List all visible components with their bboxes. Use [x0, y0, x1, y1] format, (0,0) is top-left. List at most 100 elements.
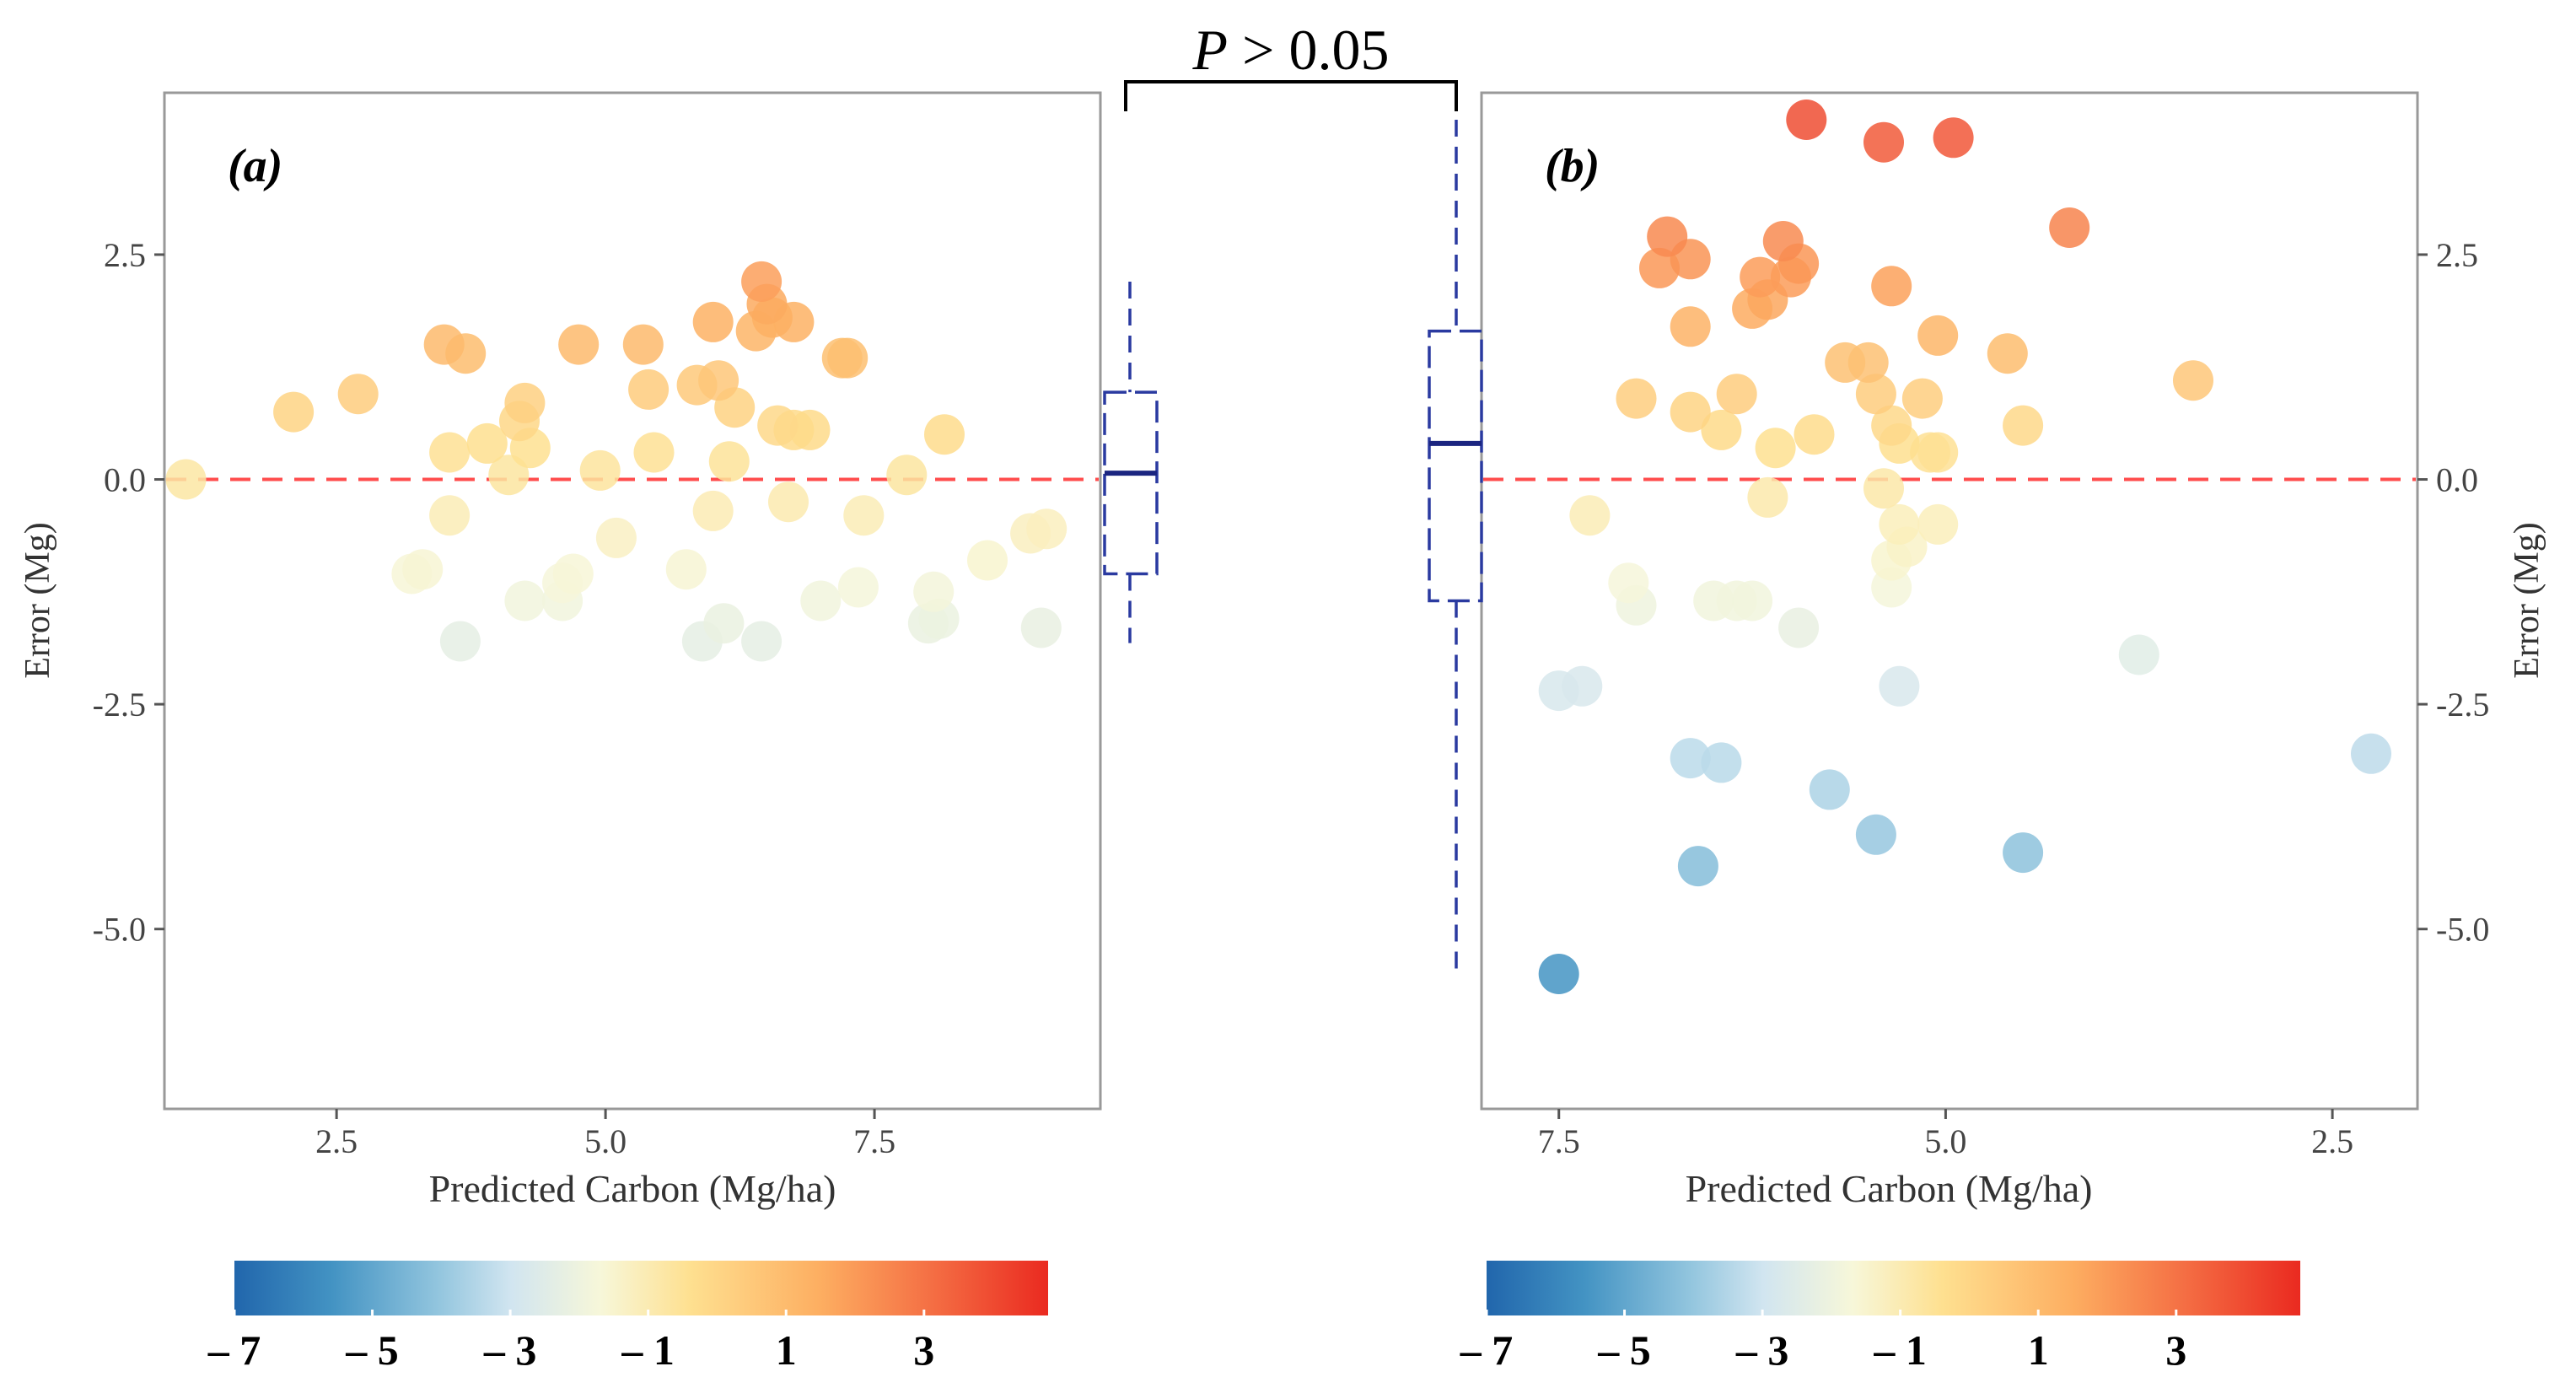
panel-a-data-point	[692, 301, 734, 342]
panel-b-data-point	[1794, 414, 1835, 455]
panel-a-data-point	[703, 603, 745, 644]
panel-b-data-point	[1987, 333, 2028, 374]
panel-b-x-axis-title: Predicted Carbon (Mg/ha)	[1686, 1167, 2093, 1210]
panel-a-x-tick-label: 5.0	[584, 1122, 627, 1160]
panel-a-y-tick-label: 0.0	[104, 461, 146, 499]
panel-a-data-point	[768, 481, 809, 523]
panel-b-data-point	[1616, 378, 1657, 419]
panel-b-data-point	[1562, 665, 1603, 707]
panel-b-label: (b)	[1545, 140, 1600, 192]
panel-b-data-point	[1847, 342, 1889, 383]
significance-label: P > 0.05	[1192, 18, 1390, 82]
panel-b-data-point	[1917, 432, 1959, 473]
panel-a-y-tick-label: -5.0	[93, 911, 146, 949]
panel-b-y-tick-label: -5.0	[2436, 911, 2489, 949]
bracket-line	[1124, 80, 1458, 111]
panel-b-data-point	[1670, 738, 1711, 779]
panel-a-label: (a)	[228, 140, 282, 192]
panel-a-y-tick-label: -2.5	[93, 686, 146, 724]
panel-a-colorbar: – 7 – 5 – 3 – 1 1 3	[207, 1261, 1048, 1374]
panel-a-data-point	[913, 571, 955, 612]
panel-b-scatter: 7.5 5.0 2.5 2.5 0.0 -2.5 -5.0 (b) Predicted Ca…	[1480, 91, 2546, 1210]
panel-b-y-tick-label: 2.5	[2436, 236, 2478, 274]
panel-b-data-point	[1608, 562, 1649, 604]
panel-b-data-point	[1786, 100, 1827, 140]
panel-a-data-point	[967, 540, 1008, 581]
panel-a-data-point	[843, 495, 885, 536]
panel-a-data-point	[827, 337, 869, 379]
panel-a-data-point	[924, 414, 965, 455]
panel-b-colorbar-gradient	[1487, 1261, 2300, 1315]
panel-a-data-point	[633, 432, 675, 473]
panel-b-data-point	[1809, 769, 1850, 810]
panel-b-data-point	[1670, 306, 1711, 347]
panel-a-frame	[163, 91, 1102, 1111]
panel-a-error-boxplot	[1103, 281, 1159, 643]
panel-a-y-tick-label: 2.5	[104, 236, 146, 274]
panel-a-x-tick-label: 2.5	[315, 1122, 358, 1160]
panel-a-data-point	[1026, 508, 1068, 550]
panel-a-data-point	[402, 549, 444, 590]
panel-b-colorbar-tick-label: – 3	[1735, 1326, 1789, 1374]
panel-a-colorbar-tick-label: – 5	[345, 1326, 399, 1374]
panel-a-data-point	[429, 495, 471, 536]
panel-a-data-point	[837, 567, 879, 608]
panel-b-error-boxplot	[1428, 119, 1483, 979]
panel-a-data-point	[552, 553, 594, 594]
panel-b-data-point	[1879, 503, 1920, 545]
panel-b-data-point	[1701, 742, 1742, 783]
panel-b-colorbar-tick-label: – 1	[1873, 1326, 1927, 1374]
panel-a-data-point	[757, 405, 799, 446]
panel-b-data-point	[2003, 832, 2044, 874]
panel-b-data-point	[1755, 428, 1796, 469]
panel-a-data-point	[595, 517, 637, 558]
panel-a-data-point	[698, 360, 739, 401]
panel-a-data-point	[708, 441, 750, 482]
panel-b-data-point	[2351, 733, 2391, 774]
panel-b-data-point	[1670, 391, 1711, 433]
panel-b-y-axis-title: Error (Mg)	[2508, 522, 2546, 678]
panel-a-data-point	[558, 324, 600, 365]
panel-b-data-point	[1732, 580, 1773, 621]
panel-b-data-point	[1917, 315, 1959, 356]
panel-a-data-point	[1020, 607, 1062, 648]
panel-b-data-point	[1855, 374, 1896, 415]
panel-b-data-point	[1762, 221, 1804, 261]
panel-b-x-tick-label: 2.5	[2311, 1122, 2353, 1160]
boxplot-box	[1428, 329, 1483, 603]
panel-a-data-point	[579, 449, 621, 491]
panel-a-y-axis-title: Error (Mg)	[19, 522, 57, 678]
panel-a-colorbar-tick-label: 3	[913, 1326, 934, 1374]
panel-a-data-point	[273, 391, 315, 433]
panel-a-colorbar-tick-label: 1	[776, 1326, 797, 1374]
panel-b-colorbar-tick-label: 3	[2165, 1326, 2186, 1374]
panel-b-x-tick-label: 5.0	[1924, 1122, 1966, 1160]
panel-b-data-point	[1716, 374, 1757, 415]
panel-b-data-point	[1701, 409, 1742, 450]
panel-b-data-point	[1747, 476, 1788, 518]
panel-a-colorbar-tick-label: – 1	[621, 1326, 675, 1374]
panel-b-data-point	[1901, 378, 1943, 419]
panel-a-data-point	[741, 261, 782, 302]
panel-b-data-point	[1863, 121, 1904, 163]
panel-a-x-tick-label: 7.5	[853, 1122, 895, 1160]
panel-b-data-point	[1538, 954, 1579, 994]
panel-a-data-point	[429, 432, 471, 473]
panel-a-data-point	[439, 621, 481, 662]
panel-b-data-point	[1917, 503, 1959, 545]
panel-b-data-point	[2049, 207, 2090, 248]
panel-b-data-point	[1863, 468, 1904, 509]
panel-b-y-tick-label: 0.0	[2436, 461, 2478, 499]
panel-a-data-point	[423, 324, 465, 365]
panel-b-data-point	[1778, 607, 1820, 648]
panel-b-data-point	[2173, 360, 2213, 401]
panel-b-colorbar-tick-label: 1	[2028, 1326, 2049, 1374]
panel-b-colorbar-tick-label: – 7	[1460, 1326, 1514, 1374]
panel-a-x-axis-title: Predicted Carbon (Mg/ha)	[429, 1167, 836, 1210]
panel-a-colorbar-tick-label: – 3	[483, 1326, 537, 1374]
panel-a-scatter: 2.5 5.0 7.5 2.5 0.0 -2.5 -5.0 (a) Predicted Ca…	[19, 91, 1102, 1210]
panel-a-data-point	[789, 409, 831, 450]
panel-a-data-point	[504, 580, 546, 621]
panel-a-data-point	[504, 382, 546, 423]
